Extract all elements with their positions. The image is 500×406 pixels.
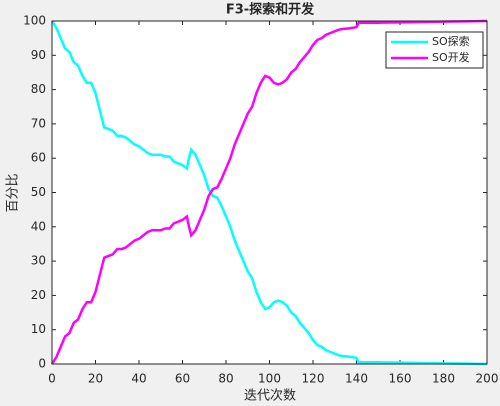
- y-tick-label: 50: [31, 185, 46, 199]
- x-tick-label: 100: [258, 372, 281, 386]
- legend: SO探索 SO开发: [385, 31, 484, 69]
- y-tick-label: 80: [31, 82, 46, 96]
- x-tick-label: 140: [345, 372, 368, 386]
- x-axis-label: 迭代次数: [244, 388, 296, 404]
- y-tick-label: 10: [31, 322, 46, 336]
- x-tick-label: 180: [432, 372, 455, 386]
- series-line: [50, 19, 488, 365]
- x-tick-label: 200: [476, 372, 499, 386]
- legend-label: SO探索: [432, 34, 470, 48]
- y-tick-label: 40: [31, 219, 46, 233]
- x-tick-label: 80: [218, 372, 233, 386]
- x-tick-label: 0: [48, 372, 56, 386]
- y-tick-label: 90: [31, 48, 46, 62]
- y-tick-label: 30: [31, 254, 46, 268]
- legend-label: SO开发: [432, 50, 470, 64]
- x-tick-label: 160: [389, 372, 412, 386]
- y-tick-label: 70: [31, 116, 46, 130]
- axes-box: [51, 20, 488, 365]
- y-tick-label: 60: [31, 151, 46, 165]
- x-tick-label: 40: [131, 372, 146, 386]
- chart-title: F3-探索和开发: [226, 2, 315, 18]
- y-axis-label: 百分比: [6, 173, 21, 212]
- legend-box: [385, 31, 484, 69]
- y-tick-label: 100: [23, 14, 46, 28]
- axes-background: [52, 21, 487, 364]
- x-tick-label: 20: [88, 372, 103, 386]
- y-tick-label: 0: [38, 357, 46, 371]
- x-tick-label: 120: [302, 372, 325, 386]
- series-line: [50, 20, 488, 366]
- x-tick-label: 60: [175, 372, 190, 386]
- y-tick-label: 20: [31, 288, 46, 302]
